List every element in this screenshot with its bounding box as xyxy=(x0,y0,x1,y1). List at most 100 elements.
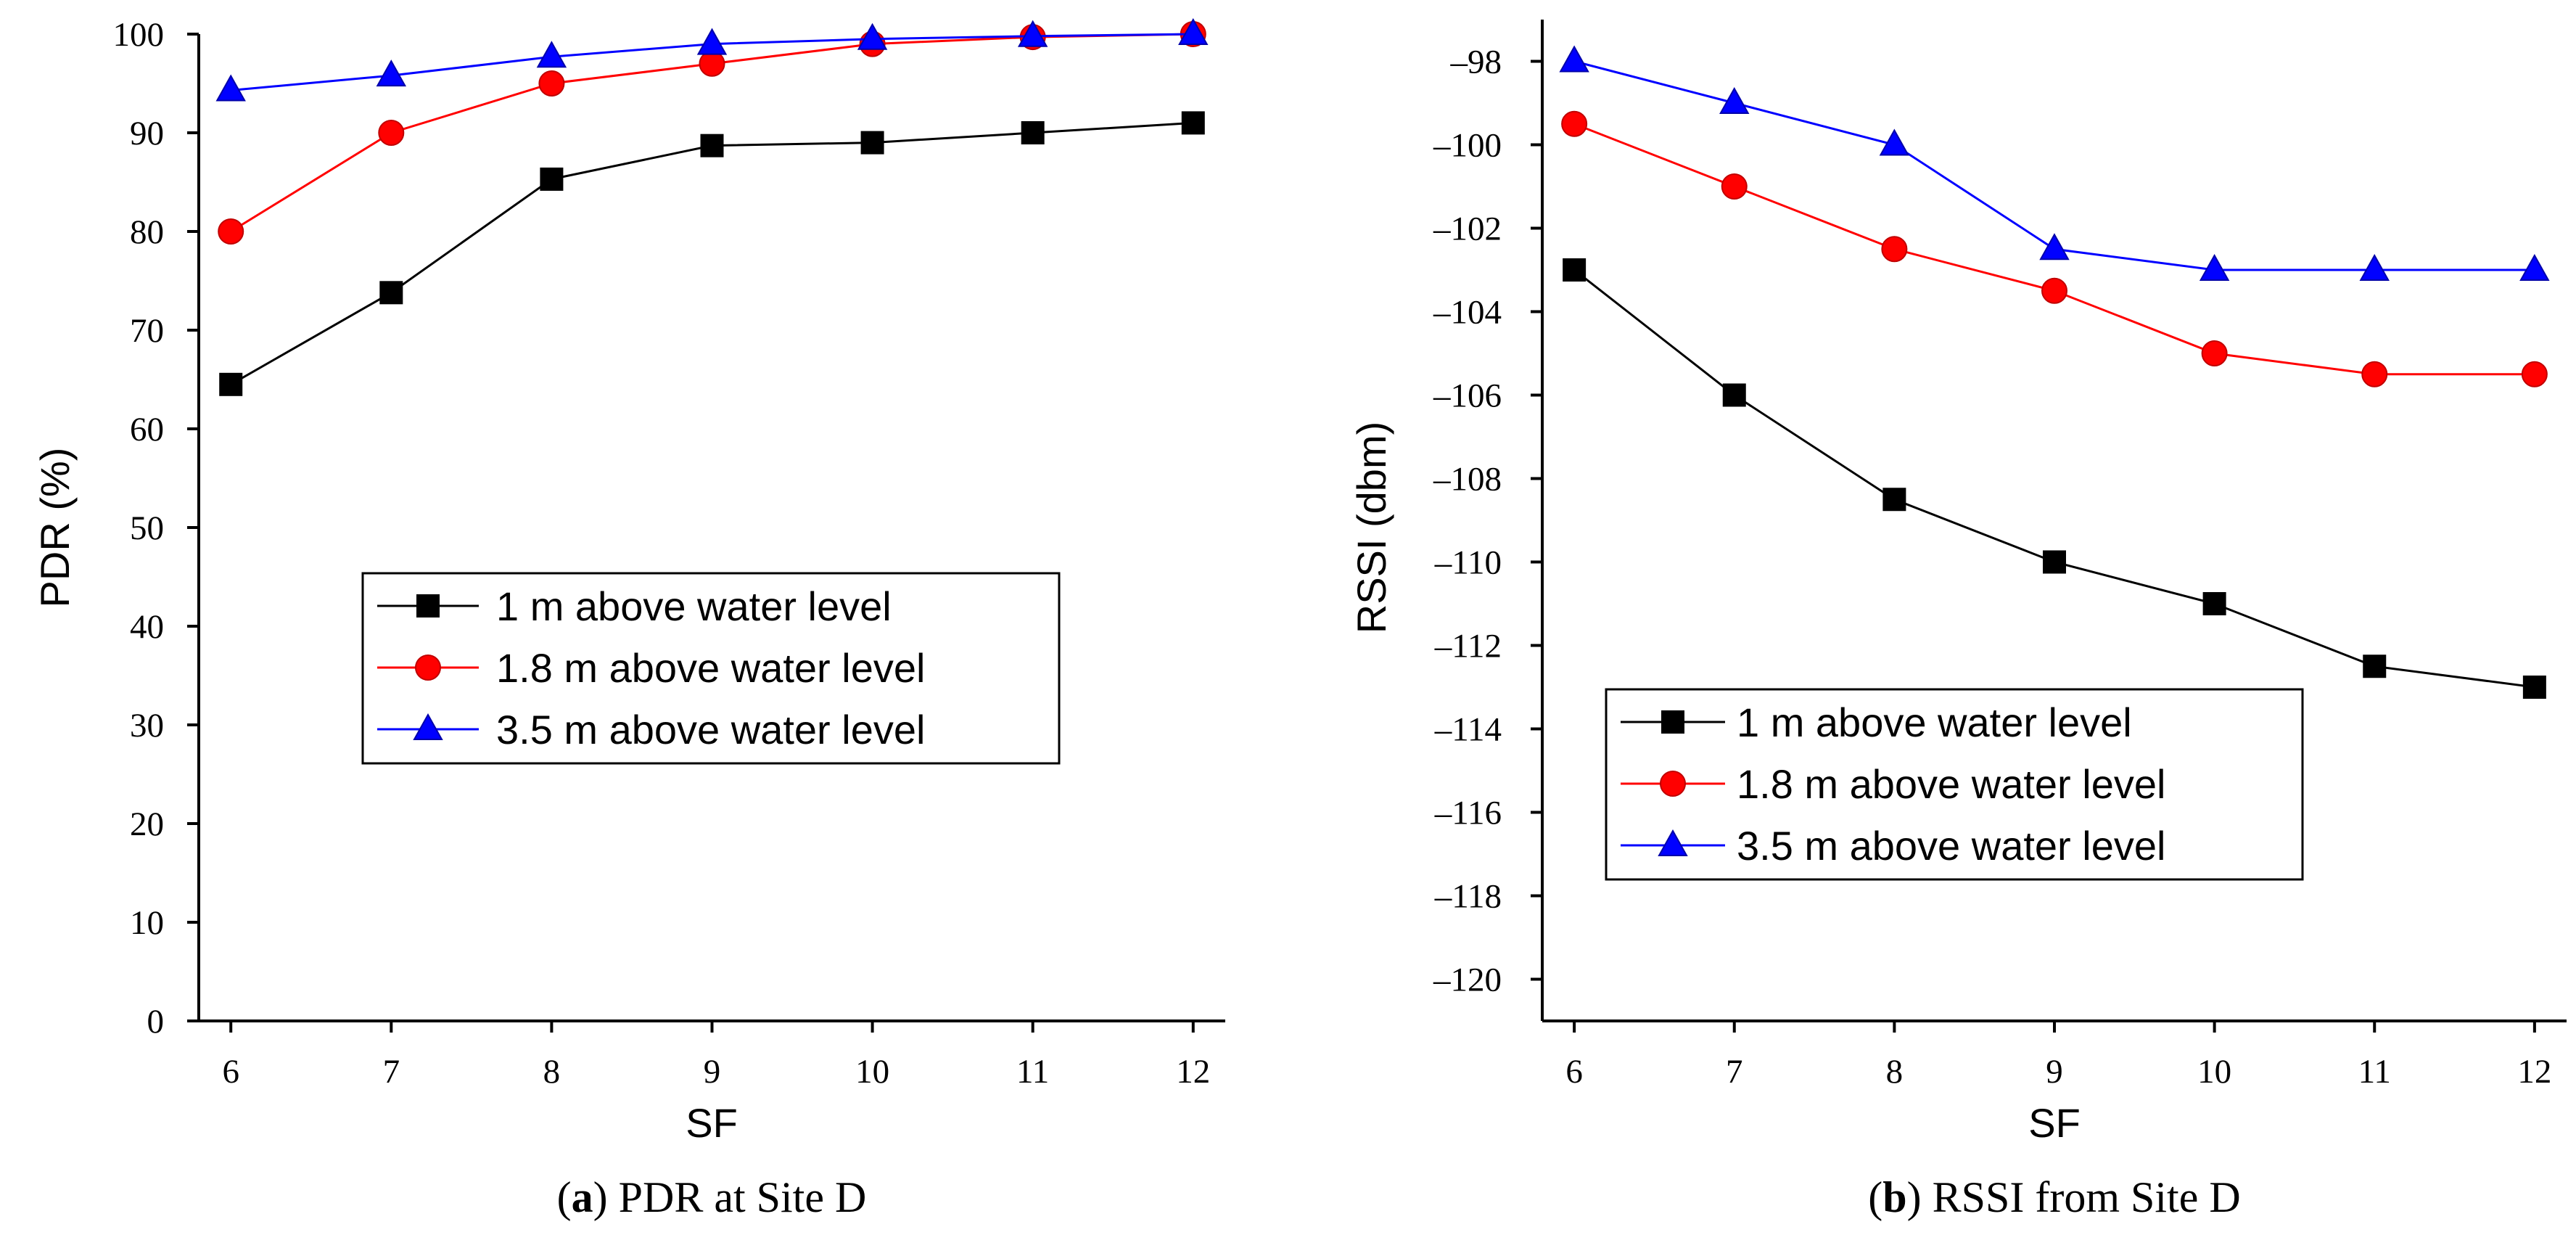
rssi-y-tick-label: –108 xyxy=(1433,461,1502,498)
pdr-series-1-point xyxy=(700,134,724,157)
pdr-y-tick-label: 80 xyxy=(130,213,164,251)
pdr-series-1-point xyxy=(1021,121,1045,144)
pdr-series-3-point xyxy=(215,74,246,102)
pdr-series-1-point xyxy=(379,281,403,305)
pdr-series-2-point xyxy=(699,50,725,77)
rssi-series-1-point xyxy=(2522,676,2546,699)
pdr-x-tick-label: 11 xyxy=(1016,1053,1049,1091)
pdr-axis-ticks: 6 7 8 9 10 11 12 0 10 20 30 40 50 60 70 80 90 100 xyxy=(113,16,1211,1091)
rssi-y-tick-label: –116 xyxy=(1434,795,1502,832)
rssi-series-2-point xyxy=(2201,340,2228,366)
rssi-series-line-1 xyxy=(1573,268,2535,689)
pdr-series-3-point xyxy=(1017,20,1048,47)
pdr-legend-label-2: 1.8 m above water level xyxy=(496,645,925,691)
rssi-legend-label-2: 1.8 m above water level xyxy=(1737,761,2165,807)
rssi-y-axis-title: RSSI (dbm) xyxy=(1349,422,1394,634)
rssi-x-tick-label: 11 xyxy=(2358,1053,2391,1091)
rssi-x-tick-label: 6 xyxy=(1565,1053,1583,1091)
rssi-y-tick-label: –112 xyxy=(1434,628,1502,665)
rssi-series-3-point xyxy=(2359,253,2390,281)
pdr-y-tick-label: 0 xyxy=(147,1003,165,1041)
rssi-x-tick-label: 9 xyxy=(2046,1053,2063,1091)
pdr-y-tick-label: 40 xyxy=(130,608,164,646)
rssi-legend-label-3: 3.5 m above water level xyxy=(1737,823,2165,869)
rssi-x-tick-label: 10 xyxy=(2197,1053,2231,1091)
rssi-legend-marker-1 xyxy=(1661,710,1684,734)
rssi-legend-marker-2 xyxy=(1660,771,1686,797)
pdr-series-3-point xyxy=(1178,17,1209,45)
pdr-series-2-point xyxy=(538,70,565,97)
rssi-y-tick-label: –98 xyxy=(1450,44,1502,81)
pdr-y-tick-label: 100 xyxy=(113,16,165,54)
pdr-series-group xyxy=(215,17,1209,396)
pdr-y-tick-label: 30 xyxy=(130,707,164,744)
pdr-x-tick-label: 10 xyxy=(855,1053,889,1091)
pdr-series-1-point xyxy=(540,167,564,191)
rssi-series-2-point xyxy=(1721,173,1748,200)
rssi-series-2-point xyxy=(2521,361,2548,387)
rssi-y-tick-label: –104 xyxy=(1433,294,1502,332)
pdr-x-tick-label: 8 xyxy=(543,1053,561,1091)
rssi-series-1-point xyxy=(2202,592,2226,615)
rssi-series-1-point xyxy=(2363,655,2387,678)
rssi-y-tick-label: –106 xyxy=(1433,377,1502,415)
rssi-caption: (b) RSSI from Site D xyxy=(1868,1173,2240,1221)
rssi-series-3-point xyxy=(1559,45,1589,73)
pdr-series-line-1 xyxy=(230,121,1193,386)
pdr-x-tick-label: 6 xyxy=(222,1053,239,1091)
pdr-legend-label-1: 1 m above water level xyxy=(496,583,892,629)
pdr-legend: 1 m above water level 1.8 m above water l… xyxy=(361,572,1061,765)
pdr-y-axis-title: PDR (%) xyxy=(32,448,78,608)
rssi-series-2-point xyxy=(1881,236,1908,263)
pdr-caption: (a) PDR at Site D xyxy=(557,1173,867,1221)
rssi-y-tick-label: –110 xyxy=(1434,544,1502,582)
pdr-series-3-point xyxy=(696,28,728,55)
pdr-y-tick-label: 20 xyxy=(130,805,164,843)
rssi-series-2-point xyxy=(2361,361,2388,387)
pdr-x-tick-label: 9 xyxy=(704,1053,721,1091)
rssi-series-3-point xyxy=(2199,253,2230,281)
pdr-y-tick-label: 50 xyxy=(130,509,164,547)
rssi-caption-text: RSSI from Site D xyxy=(1933,1173,2241,1221)
rssi-series-group xyxy=(1559,45,2550,699)
rssi-legend: 1 m above water level 1.8 m above water l… xyxy=(1605,688,2304,881)
pdr-legend-marker-1 xyxy=(416,594,440,618)
pdr-series-3-point xyxy=(536,41,567,68)
rssi-series-1-point xyxy=(2043,550,2066,574)
rssi-series-3-point xyxy=(2519,253,2550,281)
rssi-x-axis-title: SF xyxy=(2028,1100,2081,1146)
pdr-y-tick-label: 90 xyxy=(130,115,164,152)
pdr-series-3-point xyxy=(857,22,888,50)
rssi-series-1-point xyxy=(1882,488,1906,512)
rssi-y-tick-label: –114 xyxy=(1434,711,1502,749)
rssi-legend-marker-3 xyxy=(1658,829,1688,856)
pdr-y-tick-label: 70 xyxy=(130,312,164,350)
pdr-caption-letter: a xyxy=(572,1173,593,1221)
rssi-x-tick-label: 7 xyxy=(1726,1053,1743,1091)
rssi-series-2-point xyxy=(2041,277,2067,304)
rssi-y-tick-label: –102 xyxy=(1433,210,1502,248)
rssi-series-2-point xyxy=(1561,110,1588,137)
pdr-series-3-point xyxy=(376,60,407,87)
pdr-legend-marker-3 xyxy=(413,713,443,740)
rssi-series-3-point xyxy=(1879,128,1910,156)
rssi-y-tick-label: –100 xyxy=(1433,127,1502,165)
rssi-caption-letter: b xyxy=(1882,1173,1906,1221)
pdr-series-1-point xyxy=(1181,111,1205,135)
pdr-series-1-point xyxy=(860,131,884,155)
rssi-x-tick-label: 8 xyxy=(1886,1053,1904,1091)
rssi-y-tick-label: –118 xyxy=(1434,878,1502,916)
rssi-legend-label-1: 1 m above water level xyxy=(1737,699,2132,745)
rssi-x-tick-label: 12 xyxy=(2517,1053,2551,1091)
rssi-series-3-point xyxy=(2039,233,2070,260)
rssi-chart-panel: 6 7 8 9 10 11 12 –120 –118 –116 –114 –112 –110 –108 –1… xyxy=(1349,20,2567,1221)
pdr-x-tick-label: 7 xyxy=(383,1053,400,1091)
rssi-axis-ticks: 6 7 8 9 10 11 12 –120 –118 –116 –114 –112 –110 –108 –1… xyxy=(1433,44,2551,1091)
rssi-y-tick-label: –120 xyxy=(1433,961,1502,999)
pdr-y-tick-label: 10 xyxy=(130,904,164,942)
rssi-series-1-point xyxy=(1722,383,1746,407)
pdr-caption-text: PDR at Site D xyxy=(619,1173,867,1221)
pdr-legend-marker-2 xyxy=(415,655,441,681)
pdr-series-1-point xyxy=(219,372,243,396)
